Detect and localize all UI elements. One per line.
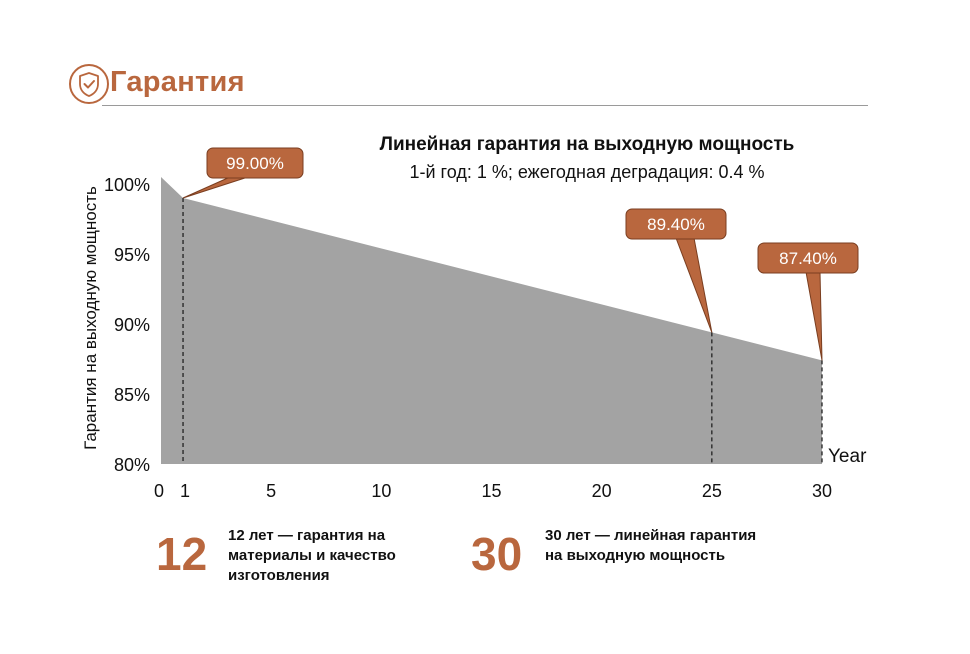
header-divider [102,105,868,106]
x-tick-label: 1 [180,481,190,501]
callout-label: 89.40% [647,215,705,234]
stat-description: 12 лет — гарантия на материалы и качеств… [228,527,396,584]
x-tick-label: 15 [481,481,501,501]
stat-number: 30 [471,528,523,580]
callout-box [757,242,859,274]
chart-subtitle: 1-й год: 1 %; ежегодная деградация: 0.4 … [410,162,765,182]
callout-label: 87.40% [779,249,837,268]
chart-title: Линейная гарантия на выходную мощность [380,134,795,155]
warranty-chart: 80%85%90%95%100%0 1 5 10 15 20 25 30 99.00%89.4… [81,134,867,501]
x-tick-label: 10 [371,481,391,501]
section-header: Гарантия [68,62,868,108]
shield-check-icon [69,64,109,104]
series-area [161,177,822,464]
x-tick-label: 20 [592,481,612,501]
page-title: Гарантия [110,66,245,98]
x-tick-label: 30 [812,481,832,501]
x-axis-label: Year [828,446,867,467]
y-tick-label: 80% [114,455,150,475]
y-tick-label: 100% [104,175,150,195]
callout-pointer [805,271,823,361]
stat-number: 12 [156,528,208,580]
y-tick-label: 95% [114,245,150,265]
x-tick-label: 0 [154,481,164,501]
stat-description: 30 лет — линейная гарантия на выходную м… [545,527,757,564]
callout-box [206,147,304,179]
y-tick-label: 85% [114,385,150,405]
value-callout: 87.40% [757,242,859,361]
x-tick-label: 5 [266,481,276,501]
value-callout: 99.00% [182,147,304,199]
y-tick-label: 90% [114,315,150,335]
callout-pointer [675,237,713,333]
y-axis-label: Гарантия на выходную мощность [81,186,100,450]
callout-pointer [182,176,249,199]
x-tick-label: 25 [702,481,722,501]
value-callout: 89.40% [625,208,727,333]
callout-label: 99.00% [226,154,284,173]
callout-box [625,208,727,240]
